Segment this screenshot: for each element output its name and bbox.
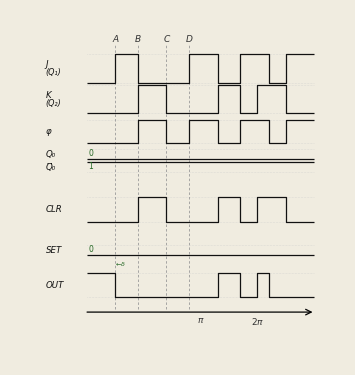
Text: $2\pi$: $2\pi$	[251, 315, 264, 327]
Text: K: K	[46, 91, 51, 100]
Text: C: C	[163, 34, 170, 44]
Text: (Q₁): (Q₁)	[46, 68, 61, 77]
Text: φ: φ	[46, 127, 51, 136]
Text: (Q₂): (Q₂)	[46, 99, 61, 108]
Text: SET: SET	[46, 246, 62, 255]
Text: Q̅₀: Q̅₀	[46, 163, 56, 172]
Text: CLR: CLR	[46, 205, 62, 214]
Text: D: D	[186, 34, 193, 44]
Text: J: J	[46, 60, 48, 69]
Text: OUT: OUT	[46, 281, 64, 290]
Text: 1: 1	[88, 162, 93, 171]
Text: Q₀: Q₀	[46, 150, 56, 159]
Text: A: A	[112, 34, 119, 44]
Text: 0: 0	[88, 245, 93, 254]
Text: $\pi$: $\pi$	[197, 315, 204, 324]
Text: 0: 0	[88, 149, 93, 158]
Text: $\leftarrow\!\delta$: $\leftarrow\!\delta$	[114, 260, 126, 268]
Text: B: B	[135, 34, 141, 44]
